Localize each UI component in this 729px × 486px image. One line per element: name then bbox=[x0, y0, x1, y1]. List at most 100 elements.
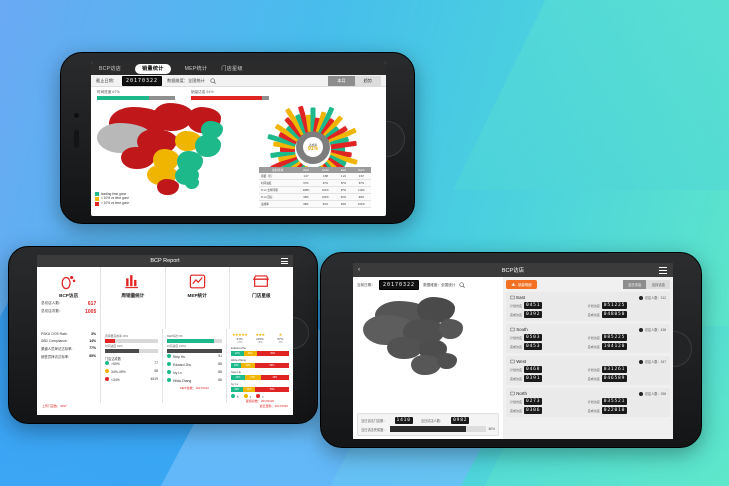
value-done-people: 0306 bbox=[524, 407, 543, 414]
mep-rank-name: Hilda Zhang bbox=[173, 379, 192, 383]
table-cell: 93% bbox=[335, 200, 352, 208]
table-cell: 91% bbox=[315, 200, 336, 208]
table-cell: % vs 去年同期 bbox=[259, 186, 297, 194]
bl-col-kpis: PSKU OOS Rate: 3% SBD Compliance: 14% 渠道人员… bbox=[37, 329, 101, 403]
label-plan-people: 计划访店 bbox=[510, 399, 523, 404]
top-tab-bar: BCP访店 销量统计 MEP统计 门店星级 bbox=[91, 62, 386, 75]
date-value[interactable]: 20170322 bbox=[121, 75, 163, 86]
rating-bar-row: Hilda Zhang 18% 23% 59% bbox=[231, 358, 289, 368]
table-cell: 67% bbox=[335, 179, 352, 187]
bl-card-row: BCP访店 总访店人数： 617 总访店次数： 1005 周销量统计 MEP统计 bbox=[37, 267, 293, 329]
table-cell: 0.67 bbox=[351, 173, 371, 180]
table-cell: 67% bbox=[351, 179, 371, 187]
value-done-store: 046589 bbox=[601, 375, 628, 382]
store-achieve-title: 门店达成数 bbox=[105, 357, 121, 361]
value-plan-store: 051225 bbox=[601, 302, 628, 309]
stat-visit-count: 总访店次数： 1005 bbox=[41, 309, 97, 315]
tab-store-rating[interactable]: 门店星级 bbox=[221, 66, 243, 72]
rating-bar: 20% 22% 58% bbox=[231, 387, 289, 392]
value-plan-store: 035521 bbox=[601, 398, 628, 405]
mep-rank-value: 88 bbox=[218, 362, 222, 366]
achieve-mid: 34%-49% 98 bbox=[105, 369, 158, 374]
kpi-channel: 渠道人员拜访达标率: 77% bbox=[41, 346, 96, 351]
footer-progress-label: 当日访店完成度： bbox=[361, 427, 387, 432]
region-row[interactable]: South 访店人数：438 计划访店 0503 计划访店 085225 完成访店 0453 完… bbox=[506, 324, 670, 353]
mep-rank-value: 88 bbox=[218, 370, 222, 374]
table-cell: 97% bbox=[335, 186, 352, 194]
legend-item-leading: leading time gone bbox=[95, 192, 129, 197]
search-icon[interactable] bbox=[459, 282, 466, 288]
china-map-grey[interactable] bbox=[353, 293, 503, 389]
top-phone-screen: BCP访店 销量统计 MEP统计 门店星级 截止日期： 20170322 数据维… bbox=[91, 62, 386, 216]
top-content: leading time gone < 10% vs time gone > 1… bbox=[91, 101, 386, 209]
mep-rank-name: Step Hu bbox=[173, 355, 186, 359]
segment-trend[interactable]: 趋势 bbox=[354, 75, 381, 86]
label-done-people: 完成访店 bbox=[510, 344, 523, 349]
bl-lower-row: PSKU OOS Rate: 3% SBD Compliance: 14% 渠道人员… bbox=[37, 329, 293, 403]
card-mep[interactable]: MEP统计 bbox=[166, 267, 230, 329]
value-plan-people: 0451 bbox=[524, 302, 543, 309]
mep-rank-name: Ivy Lv bbox=[173, 371, 182, 375]
tab-bcp-visit[interactable]: BCP访店 bbox=[99, 66, 122, 72]
br-tab-row: 销量明细 当日访店 当月访店 bbox=[506, 280, 670, 289]
date-value[interactable]: 20170322 bbox=[378, 280, 420, 290]
rating-legend-item: 3 bbox=[243, 394, 251, 399]
dimension-label: 数据维度：全国统计 bbox=[423, 282, 456, 287]
tab-sales-stats[interactable]: 销量统计 bbox=[135, 63, 171, 74]
table-cell: 67% bbox=[315, 179, 336, 187]
value-done-store: 048050 bbox=[601, 311, 628, 318]
china-map-chart[interactable]: leading time gone < 10% vs time gone > 1… bbox=[91, 101, 251, 209]
footer-people-value: 0982 bbox=[451, 417, 470, 424]
table-cell: % vs 目标 bbox=[259, 193, 297, 201]
rating-bar-name: Edward Zhu bbox=[231, 346, 247, 350]
star-summary-row: ★★★★★ 57% +2% ★★★ 245% +8% ★ 57% -3% bbox=[231, 332, 289, 344]
br-region-list[interactable]: 销量明细 当日访店 当月访店 East 访店人数：312 计划访店 0451 计划访店 0… bbox=[503, 277, 673, 439]
region-name: South bbox=[516, 327, 528, 332]
mep-rank-value: 91 bbox=[218, 354, 222, 358]
legend-item-over10: > 10% vs time gone bbox=[95, 201, 129, 206]
top-right-panel: 达成率 91% 类别/区域 West South East North 销量（亿） 1.0… bbox=[251, 101, 386, 209]
segment-month-visits[interactable]: 当月访店 bbox=[646, 280, 670, 289]
segment-this-month[interactable]: 本月 bbox=[328, 75, 355, 86]
footer-uploaded-stores: 上传门店数：4497 bbox=[42, 404, 67, 408]
value-done-people: 0392 bbox=[524, 311, 543, 318]
search-icon[interactable] bbox=[210, 77, 216, 84]
card-store-rating[interactable]: 门店星级 bbox=[230, 267, 293, 329]
rating-legend-item: 5 bbox=[231, 394, 239, 399]
table-cell: 103% bbox=[315, 193, 336, 201]
region-row[interactable]: North 访店人数：258 计划访店 0273 计划访店 035521 完成访店 0306 完… bbox=[506, 388, 670, 417]
radial-bar-chart[interactable]: 达成率 91% bbox=[267, 103, 358, 198]
rating-footer: 星级总数：20170322 bbox=[245, 399, 275, 403]
star-summary-item: ★★★★★ 57% +2% bbox=[231, 332, 248, 344]
footer-stores-label: 当日访店门店数： bbox=[361, 419, 387, 423]
mep-score-label: MEP得分 86 bbox=[167, 334, 183, 338]
label-done-people: 完成访店 bbox=[510, 376, 523, 381]
label-plan-people: 计划访店 bbox=[510, 335, 523, 340]
value-plan-people: 0273 bbox=[524, 398, 543, 405]
card-title: 门店星级 bbox=[252, 293, 271, 298]
card-bcp-visit[interactable]: BCP访店 总访店人数： 617 总访店次数： 1005 bbox=[37, 267, 102, 329]
sales-detail-button[interactable]: 销量明细 bbox=[506, 280, 537, 289]
segment-today-visits[interactable]: 当日访店 bbox=[622, 280, 647, 289]
hamburger-menu-icon[interactable] bbox=[281, 258, 288, 264]
tab-mep-stats[interactable]: MEP统计 bbox=[184, 66, 208, 72]
label-plan-people: 计划访店 bbox=[510, 367, 523, 372]
back-chevron-icon[interactable]: ‹ bbox=[358, 267, 360, 273]
card-weekly-sales[interactable]: 周销量统计 bbox=[101, 267, 166, 329]
hamburger-menu-icon[interactable] bbox=[659, 267, 667, 274]
radial-center-label: 达成率 bbox=[308, 142, 318, 147]
table-cell: 1.07 bbox=[296, 173, 316, 180]
region-row[interactable]: East 访店人数：312 计划访店 0451 计划访店 051225 完成访店 0392 完成… bbox=[506, 292, 670, 321]
br-period-segment: 当日访店 当月访店 bbox=[622, 280, 670, 289]
region-people: 访店人数：312 bbox=[644, 296, 666, 300]
table-row: % vs 目标 95% 103% 91% 99% bbox=[259, 193, 371, 201]
date-label: 当前日期： bbox=[357, 282, 375, 287]
bl-phone-screen: BCP Report BCP访店 总访店人数： 617 总访店次数： 1005 周销… bbox=[37, 255, 293, 415]
mep-time-label: 时间进度 100% bbox=[167, 344, 187, 348]
table-cell: 达成率 bbox=[259, 200, 297, 208]
label-plan-store: 计划访店 bbox=[587, 303, 600, 308]
region-row[interactable]: West 访店人数：347 计划访店 0468 计划访店 031261 完成访店 0391 完成… bbox=[506, 356, 670, 385]
value-done-people: 0391 bbox=[524, 375, 543, 382]
bar-chart-icon bbox=[123, 270, 142, 291]
top-control-bar: 截止日期： 20170322 数据维度：全国统计 本月 趋势 bbox=[91, 75, 386, 87]
